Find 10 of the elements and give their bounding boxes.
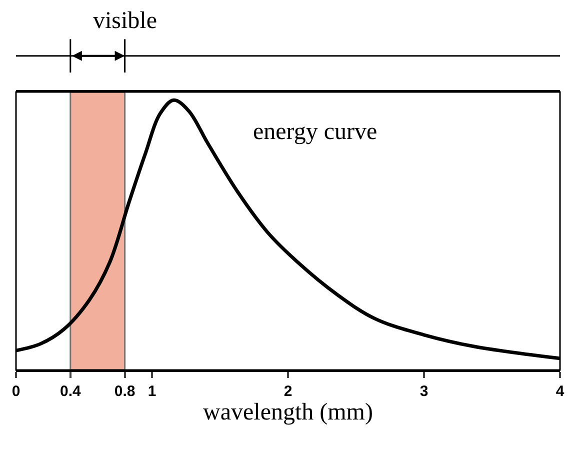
series-label: energy curve [253,119,378,145]
x-tick-label: 1 [148,382,156,400]
x-tick-label: 2 [284,382,292,400]
x-axis-title: wavelength (mm) [203,400,373,426]
x-tick-label: 0.4 [60,382,82,400]
x-tick-label: 0 [12,382,20,400]
x-tick-label: 0.8 [114,382,136,400]
x-tick-label: 3 [420,382,428,400]
band-label: visible [93,8,157,34]
x-tick-label: 4 [556,382,565,400]
